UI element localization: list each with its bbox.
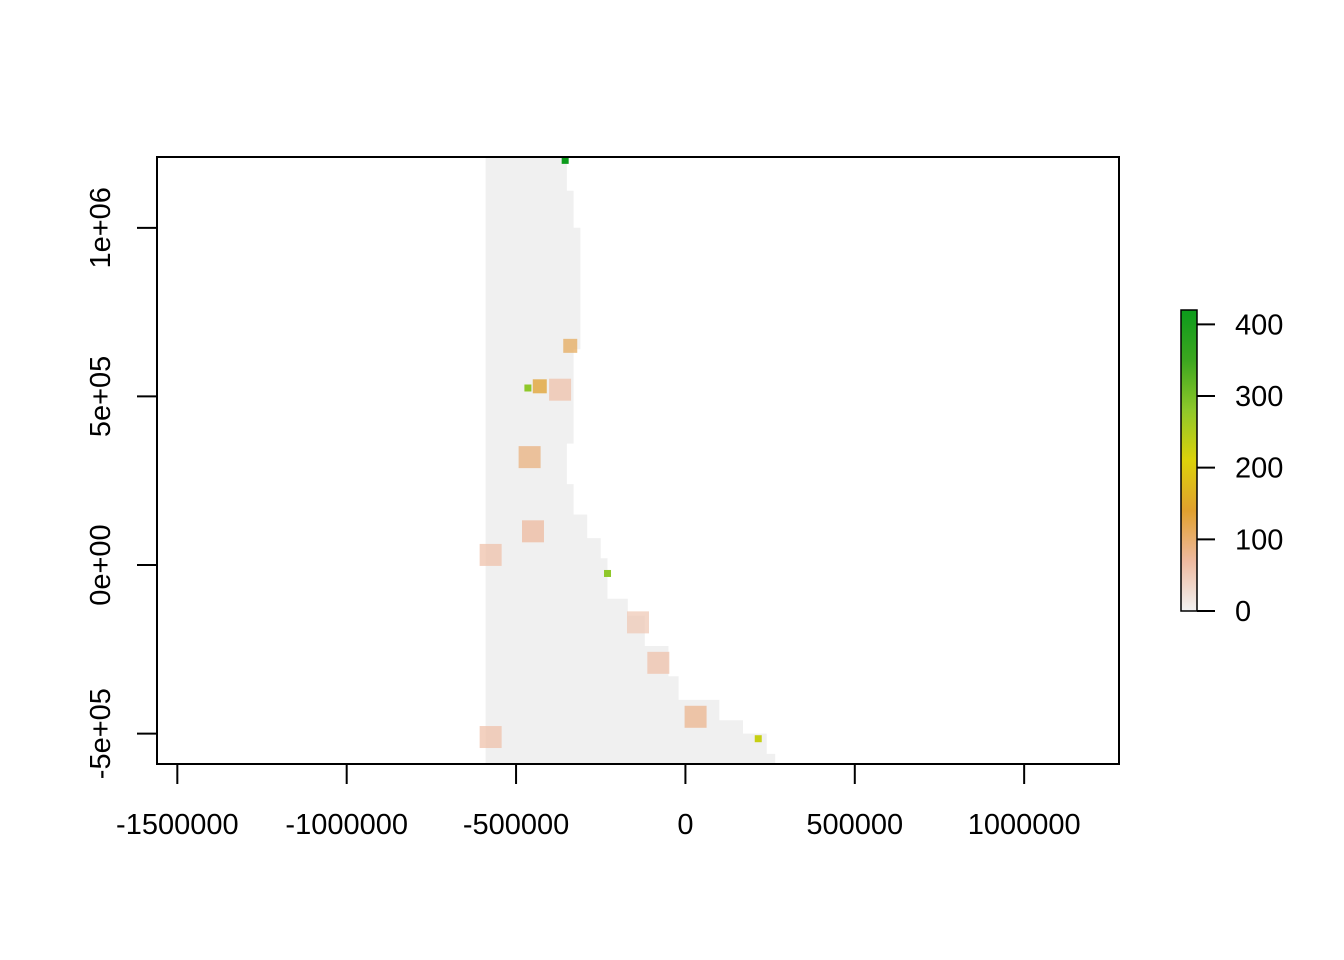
raster-hotspot [479, 543, 502, 566]
y-tick-label: 1e+06 [85, 187, 117, 268]
colorbar-ramp [1180, 309, 1198, 612]
raster-hotspot [521, 520, 544, 543]
raster-region [485, 157, 776, 764]
x-tick-label: 500000 [806, 809, 903, 841]
x-tick-label: -500000 [463, 809, 569, 841]
raster-hotspot [532, 379, 547, 394]
colorbar-legend: 0 100 200 300 400 [1180, 309, 1283, 628]
x-tick-label: 0 [677, 809, 693, 841]
x-tick-label: -1000000 [285, 809, 408, 841]
raster-hotspot [524, 384, 532, 392]
colorbar-tick-label: 100 [1235, 524, 1283, 556]
raster-hotspot [604, 569, 612, 577]
x-tick-label: 1000000 [968, 809, 1081, 841]
raster-hotspot [563, 338, 578, 353]
colorbar-tick-label: 200 [1235, 453, 1283, 485]
raster-hotspot [627, 611, 649, 634]
raster-hotspot [561, 157, 569, 164]
raster-layer [479, 157, 776, 764]
raster-hotspot [684, 705, 707, 728]
x-tick-label: -1500000 [116, 809, 239, 841]
colorbar-tick-label: 400 [1235, 309, 1283, 341]
colorbar-tick-label: 0 [1235, 596, 1251, 628]
raster-hotspot [647, 651, 670, 674]
x-axis: -1500000 -1000000 -500000 0 500000 1000000 [116, 763, 1081, 841]
raster-hotspot [549, 378, 572, 401]
y-axis: -5e+05 0e+00 5e+05 1e+06 [85, 187, 158, 779]
y-tick-label: 0e+00 [85, 524, 117, 605]
y-tick-label: 5e+05 [85, 356, 117, 437]
y-tick-label: -5e+05 [85, 688, 117, 779]
raster-hotspot [479, 726, 502, 749]
colorbar-tick-label: 300 [1235, 381, 1283, 413]
raster-hotspot [754, 735, 762, 743]
raster-hotspot [518, 446, 541, 469]
